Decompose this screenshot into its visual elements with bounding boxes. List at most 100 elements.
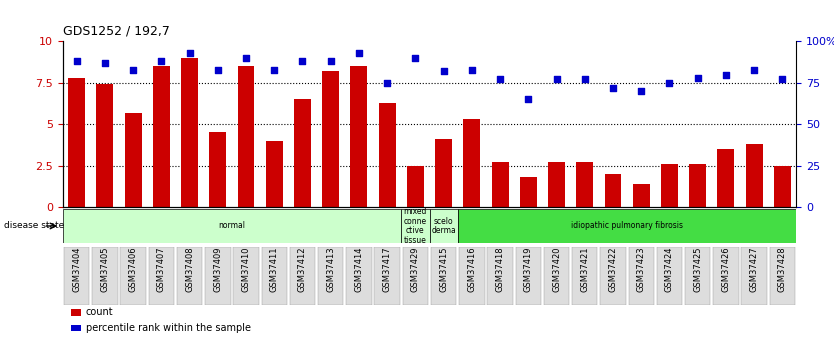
Point [663,80,676,86]
Bar [774,166,791,207]
Text: GSM37419: GSM37419 [524,247,533,292]
FancyBboxPatch shape [487,247,513,305]
FancyBboxPatch shape [289,247,315,305]
Bar [576,162,593,207]
Text: GSM37426: GSM37426 [721,247,731,292]
Text: GSM37412: GSM37412 [298,247,307,292]
FancyBboxPatch shape [515,247,541,305]
Text: count: count [86,307,113,317]
Bar [491,162,509,207]
Text: GSM37404: GSM37404 [73,247,81,292]
Bar [605,174,621,207]
Point [98,60,112,66]
Point [239,55,253,61]
FancyBboxPatch shape [544,247,570,305]
Point [296,59,309,64]
Text: GSM37406: GSM37406 [128,247,138,292]
Point [183,50,196,56]
Point [635,88,648,94]
Bar [435,139,452,207]
Bar [661,164,678,207]
Bar [238,66,254,207]
FancyBboxPatch shape [63,209,401,243]
Point [521,97,535,102]
FancyBboxPatch shape [685,247,711,305]
Text: GSM37416: GSM37416 [467,247,476,292]
Point [70,59,83,64]
Bar [181,58,198,207]
Text: GSM37415: GSM37415 [440,247,448,292]
FancyBboxPatch shape [374,247,399,305]
FancyBboxPatch shape [93,247,118,305]
FancyBboxPatch shape [600,247,626,305]
Text: percentile rank within the sample: percentile rank within the sample [86,323,251,333]
Text: GSM37417: GSM37417 [383,247,392,292]
Text: GSM37410: GSM37410 [242,247,250,292]
Text: normal: normal [219,221,245,230]
Text: GSM37414: GSM37414 [354,247,364,292]
Text: GSM37422: GSM37422 [609,247,617,292]
FancyBboxPatch shape [177,247,203,305]
FancyBboxPatch shape [629,247,654,305]
FancyBboxPatch shape [318,247,344,305]
Point [437,68,450,74]
Point [719,72,732,77]
FancyBboxPatch shape [64,247,89,305]
FancyBboxPatch shape [234,247,259,305]
Bar [633,184,650,207]
Point [606,85,620,90]
FancyBboxPatch shape [458,209,796,243]
Bar [266,141,283,207]
Text: GSM37407: GSM37407 [157,247,166,292]
FancyBboxPatch shape [401,209,430,243]
FancyBboxPatch shape [431,247,456,305]
FancyBboxPatch shape [770,247,795,305]
FancyBboxPatch shape [572,247,597,305]
Text: GSM37423: GSM37423 [636,247,646,292]
Point [776,77,789,82]
FancyBboxPatch shape [148,247,174,305]
FancyBboxPatch shape [430,209,458,243]
Point [268,67,281,72]
Text: idiopathic pulmonary fibrosis: idiopathic pulmonary fibrosis [571,221,683,230]
Bar [97,85,113,207]
Bar [153,66,170,207]
Bar [350,66,368,207]
Text: GSM37424: GSM37424 [665,247,674,292]
Bar [124,112,142,207]
Text: GSM37421: GSM37421 [580,247,590,292]
Point [550,77,563,82]
Bar [379,103,395,207]
Point [324,59,338,64]
FancyBboxPatch shape [460,247,485,305]
Point [494,77,507,82]
Bar [407,166,424,207]
Text: GSM37413: GSM37413 [326,247,335,292]
Text: GSM37427: GSM37427 [750,247,759,292]
Point [465,67,479,72]
FancyBboxPatch shape [205,247,230,305]
Bar [68,78,85,207]
Text: GSM37425: GSM37425 [693,247,702,292]
Text: GSM37429: GSM37429 [411,247,420,292]
FancyBboxPatch shape [346,247,372,305]
Bar [294,99,311,207]
Text: GSM37405: GSM37405 [100,247,109,292]
Text: scelo
derma: scelo derma [431,217,456,235]
Point [127,67,140,72]
Point [409,55,422,61]
Text: disease state: disease state [4,221,64,230]
Point [578,77,591,82]
FancyBboxPatch shape [656,247,682,305]
FancyBboxPatch shape [713,247,739,305]
Bar [520,177,537,207]
Point [691,75,705,81]
Text: GSM37420: GSM37420 [552,247,561,292]
Point [154,59,168,64]
Bar [464,119,480,207]
Bar [322,71,339,207]
Bar [689,164,706,207]
Text: GSM37418: GSM37418 [495,247,505,292]
Bar [548,162,565,207]
Point [380,80,394,86]
